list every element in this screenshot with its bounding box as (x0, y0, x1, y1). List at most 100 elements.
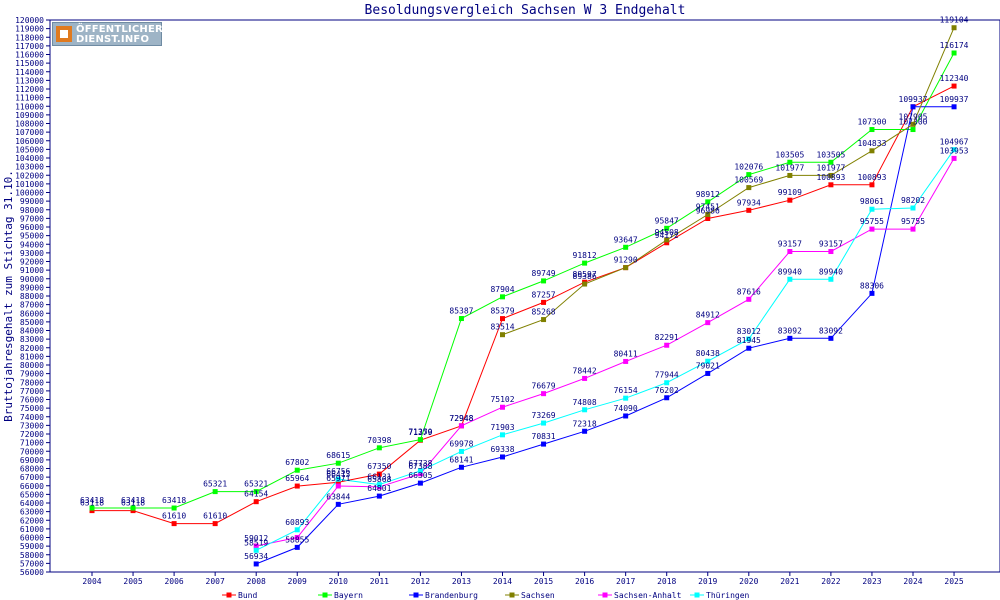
series-line (92, 52, 955, 509)
data-point (89, 508, 95, 514)
data-label: 93157 (819, 240, 843, 249)
data-point (705, 320, 711, 326)
y-tick-label: 99000 (20, 197, 44, 206)
data-point (541, 317, 547, 323)
data-point (541, 299, 547, 305)
y-axis-label: Bruttojahresgehalt zum Stichtag 31.10. (2, 170, 15, 422)
data-label: 87904 (490, 285, 514, 294)
data-point (746, 345, 752, 351)
y-tick-label: 65000 (20, 490, 44, 499)
data-point (828, 182, 834, 188)
data-label: 80438 (696, 349, 720, 358)
x-tick-label: 2018 (657, 577, 676, 586)
data-point (910, 121, 916, 127)
data-label: 67350 (367, 462, 391, 471)
y-tick-label: 92000 (20, 258, 44, 267)
data-point (869, 290, 875, 296)
y-tick-label: 103000 (15, 163, 44, 172)
y-tick-label: 56000 (20, 568, 44, 577)
data-point (582, 260, 588, 266)
data-label: 65964 (285, 474, 309, 483)
x-tick-label: 2008 (247, 577, 266, 586)
data-label: 109937 (899, 95, 928, 104)
x-tick-label: 2010 (329, 577, 348, 586)
legend-label: Thüringen (706, 591, 750, 600)
series-line (256, 158, 955, 547)
logo-line-2: DIENST.INFO (76, 34, 150, 45)
data-point (623, 244, 629, 250)
data-label: 72948 (449, 414, 473, 423)
data-point (951, 50, 957, 56)
data-label: 72948 (449, 414, 473, 423)
y-tick-label: 89000 (20, 283, 44, 292)
data-point (376, 482, 382, 488)
y-tick-label: 118000 (15, 33, 44, 42)
legend-label: Brandenburg (425, 591, 478, 600)
data-label: 66131 (367, 473, 391, 482)
data-point (746, 207, 752, 213)
data-point (294, 527, 300, 533)
data-label: 101977 (816, 163, 845, 172)
y-tick-label: 116000 (15, 51, 44, 60)
series-line (255, 149, 955, 551)
data-label: 80411 (614, 349, 638, 358)
data-label: 87616 (737, 287, 761, 296)
data-point (582, 428, 588, 434)
data-point (294, 535, 300, 540)
data-point (582, 407, 588, 413)
data-point (376, 493, 382, 499)
data-label: 58519 (244, 538, 268, 547)
y-tick-label: 101000 (15, 180, 44, 189)
data-label: 104833 (857, 139, 886, 148)
y-tick-label: 75000 (20, 404, 44, 413)
data-label: 116174 (940, 41, 969, 50)
data-labels: 63118 63118 61610 61610 64154 65964 66413 67350… (80, 16, 969, 561)
data-point (787, 276, 793, 282)
data-point (951, 147, 957, 153)
data-point (787, 197, 793, 203)
data-point (458, 423, 464, 429)
data-point (623, 413, 629, 419)
x-tick-label: 2016 (575, 577, 594, 586)
data-label: 96986 (696, 206, 720, 215)
legend-label: Bayern (334, 591, 363, 600)
data-label: 93157 (778, 240, 802, 249)
data-label: 65321 (244, 480, 268, 489)
data-point (335, 476, 341, 482)
data-label: 83012 (737, 327, 761, 336)
legend-swatch-marker (602, 592, 608, 598)
data-label: 76679 (532, 382, 556, 391)
data-point (746, 185, 752, 191)
data-label: 65971 (326, 474, 350, 483)
data-point (623, 395, 629, 401)
data-label: 65321 (203, 480, 227, 489)
data-point (253, 547, 259, 553)
y-tick-label: 80000 (20, 361, 44, 370)
site-logo: ÖFFENTLICHER DIENST.INFO (52, 22, 163, 46)
data-label: 100893 (816, 173, 845, 182)
y-tick-label: 90000 (20, 275, 44, 284)
y-tick-label: 84000 (20, 327, 44, 336)
data-label: 94172 (655, 231, 679, 240)
data-label: 74090 (614, 404, 638, 413)
data-label: 100893 (857, 173, 886, 182)
data-point (253, 499, 259, 505)
y-tick-label: 113000 (15, 76, 44, 85)
data-label: 63844 (326, 492, 350, 501)
legend-label: Sachsen-Anhalt (614, 591, 682, 600)
data-point (787, 335, 793, 341)
y-tick-label: 81000 (20, 352, 44, 361)
y-tick-label: 88000 (20, 292, 44, 301)
data-point (500, 454, 505, 460)
data-point (500, 332, 505, 338)
data-label: 63418 (80, 496, 104, 505)
data-point (623, 265, 629, 271)
x-tick-label: 2025 (944, 577, 963, 586)
data-point (705, 358, 711, 364)
x-tick-label: 2022 (821, 577, 840, 586)
data-label: 67802 (285, 458, 309, 467)
chart-title: Besoldungsvergleich Sachsen W 3 Endgehal… (365, 3, 686, 18)
x-tick-label: 2015 (534, 577, 553, 586)
y-tick-label: 93000 (20, 249, 44, 258)
data-point (171, 521, 177, 527)
